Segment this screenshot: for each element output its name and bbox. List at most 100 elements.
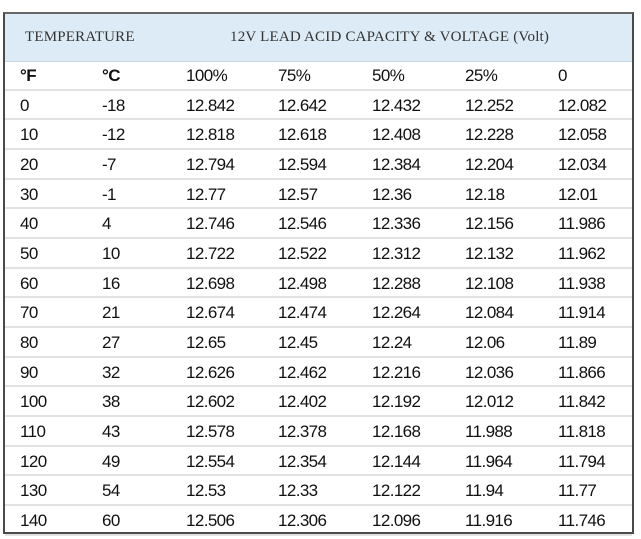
table-cell: 12.192 (372, 392, 421, 412)
table-cell: 11.866 (558, 362, 606, 382)
column-header: 50% (372, 66, 405, 85)
table-cell: 12.288 (372, 273, 421, 293)
table-cell: 12.506 (186, 511, 235, 531)
column-header-row: °F °C 100% 75% 50% 25% 0 (5, 61, 632, 91)
table-row: 110 43 12.578 12.378 12.168 11.988 11.818 (5, 417, 632, 447)
table-cell: 12.578 (186, 422, 235, 442)
table-cell: 11.746 (558, 511, 606, 531)
voltage-table: TEMPERATURE 12V LEAD ACID CAPACITY & VOL… (3, 12, 634, 536)
table-cell: 11.818 (558, 422, 606, 442)
table-cell: 12.01 (558, 184, 598, 204)
table-cell: 130 (20, 481, 47, 501)
table-cell: 70 (20, 303, 38, 323)
table-cell: 12.45 (278, 333, 318, 353)
table-cell: 50 (20, 244, 38, 264)
table-row: 30 -1 12.77 12.57 12.36 12.18 12.01 (5, 180, 632, 210)
temperature-heading: TEMPERATURE (25, 29, 135, 45)
table-row: 70 21 12.674 12.474 12.264 12.084 11.914 (5, 298, 632, 329)
table-row: 60 16 12.698 12.498 12.288 12.108 11.938 (5, 269, 632, 299)
table-cell: 12.336 (372, 214, 421, 234)
table-cell: 12.012 (465, 392, 514, 412)
column-header: 25% (465, 66, 498, 85)
table-cell: 11.964 (465, 451, 513, 471)
column-header: 100% (186, 66, 228, 85)
table-cell: -18 (102, 95, 125, 115)
table-cell: 11.988 (465, 422, 513, 442)
table-cell: 12.474 (278, 303, 327, 323)
table-row: 100 38 12.602 12.402 12.192 12.012 11.842 (5, 387, 632, 418)
table-cell: 12.084 (465, 303, 514, 323)
table-cell: 54 (102, 481, 120, 501)
table-cell: 90 (20, 362, 38, 382)
table-cell: 30 (20, 184, 38, 204)
table-row: 0 -18 12.842 12.642 12.432 12.252 12.082 (5, 91, 632, 121)
column-header: °F (20, 66, 37, 85)
table-cell: -1 (102, 184, 117, 204)
table-cell: -12 (102, 125, 125, 145)
table-cell: 11.794 (558, 451, 606, 471)
table-cell: 40 (20, 214, 38, 234)
table-row: 90 32 12.626 12.462 12.216 12.036 11.866 (5, 358, 632, 388)
table-cell: 11.962 (558, 244, 606, 264)
table-cell: 12.722 (186, 244, 235, 264)
table-cell: 12.33 (278, 481, 318, 501)
table-cell: 12.53 (186, 481, 226, 501)
table-cell: 11.916 (465, 511, 513, 531)
table-cell: 120 (20, 451, 47, 471)
table-cell: 12.132 (465, 244, 514, 264)
table-cell: 12.36 (372, 184, 412, 204)
table-row: 120 49 12.554 12.354 12.144 11.964 11.794 (5, 447, 632, 477)
table-title-band: TEMPERATURE 12V LEAD ACID CAPACITY & VOL… (5, 14, 632, 62)
table-cell: 49 (102, 451, 120, 471)
table-cell: 12.06 (465, 333, 505, 353)
table-cell: 12.264 (372, 303, 421, 323)
table-cell: 12.462 (278, 362, 327, 382)
table-row: 40 4 12.746 12.546 12.336 12.156 11.986 (5, 209, 632, 239)
table-cell: 12.642 (278, 95, 327, 115)
table-cell: 43 (102, 422, 120, 442)
table-cell: 12.408 (372, 125, 421, 145)
table-cell: 12.144 (372, 451, 421, 471)
table-cell: 12.034 (558, 155, 607, 174)
table-cell: 12.156 (465, 214, 514, 234)
table-cell: 12.842 (186, 95, 235, 115)
table-cell: 11.77 (558, 481, 597, 501)
table-cell: 12.746 (186, 214, 235, 234)
table-cell: 12.794 (186, 155, 235, 174)
table-cell: 60 (20, 273, 38, 293)
table-cell: -7 (102, 155, 117, 174)
table-cell: 20 (20, 155, 38, 174)
table-cell: 12.554 (186, 451, 235, 471)
table-cell: 12.602 (186, 392, 235, 412)
table-cell: 12.24 (372, 333, 412, 353)
table-cell: 12.204 (465, 155, 514, 174)
column-header: 0 (558, 66, 567, 85)
table-cell: 12.77 (186, 184, 226, 204)
table-cell: 12.402 (278, 392, 327, 412)
table-row: 140 60 12.506 12.306 12.096 11.916 11.746 (5, 506, 632, 536)
table-cell: 12.036 (465, 362, 514, 382)
table-cell: 0 (20, 95, 29, 115)
table-cell: 12.122 (372, 481, 421, 501)
table-cell: 12.65 (186, 333, 226, 353)
table-cell: 12.18 (465, 184, 505, 204)
table-cell: 16 (102, 273, 120, 293)
table-cell: 140 (20, 511, 47, 531)
table-row: 20 -7 12.794 12.594 12.384 12.204 12.034 (5, 150, 632, 180)
table-cell: 12.378 (278, 422, 327, 442)
table-cell: 4 (102, 214, 111, 234)
table-cell: 11.842 (558, 392, 606, 412)
table-cell: 10 (102, 244, 120, 264)
table-cell: 60 (102, 511, 120, 531)
table-cell: 12.228 (465, 125, 514, 145)
table-cell: 21 (102, 303, 120, 323)
table-cell: 12.096 (372, 511, 421, 531)
table-cell: 12.306 (278, 511, 327, 531)
table-cell: 12.618 (278, 125, 327, 145)
table-cell: 12.384 (372, 155, 421, 174)
table-cell: 12.312 (372, 244, 421, 264)
table-cell: 11.89 (558, 333, 597, 353)
table-cell: 12.674 (186, 303, 235, 323)
table-cell: 32 (102, 362, 120, 382)
table-cell: 12.522 (278, 244, 327, 264)
